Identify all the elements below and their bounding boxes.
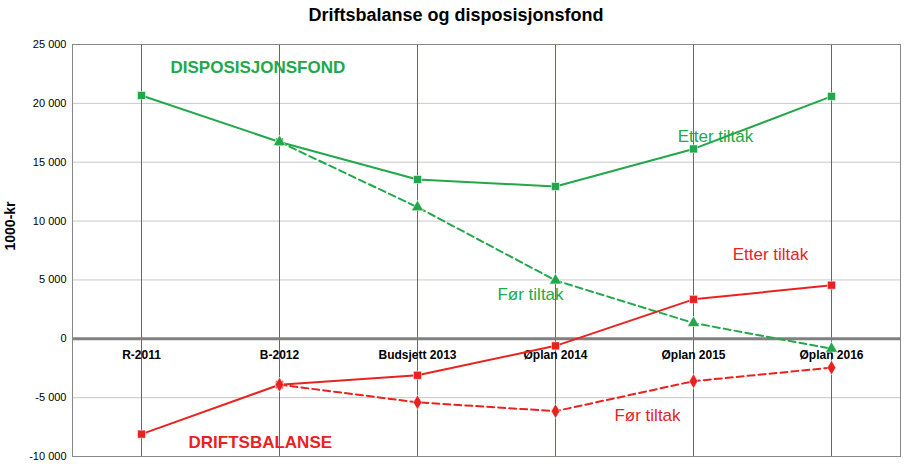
- svg-text:Øplan 2016: Øplan 2016: [799, 347, 864, 362]
- svg-text:Før tiltak: Før tiltak: [614, 406, 681, 425]
- svg-text:10 000: 10 000: [33, 215, 67, 227]
- svg-text:Øplan 2015: Øplan 2015: [661, 348, 725, 362]
- svg-text:DRIFTSBALANSE: DRIFTSBALANSE: [189, 433, 333, 452]
- svg-text:B-2012: B-2012: [260, 348, 300, 362]
- svg-text:-10 000: -10 000: [29, 450, 66, 462]
- svg-text:DISPOSISJONSFOND: DISPOSISJONSFOND: [171, 58, 346, 77]
- svg-text:Øplan 2014: Øplan 2014: [523, 347, 588, 362]
- svg-text:25 000: 25 000: [33, 38, 67, 50]
- svg-text:Etter tiltak: Etter tiltak: [733, 245, 809, 264]
- svg-text:Etter tiltak: Etter tiltak: [678, 127, 754, 146]
- svg-text:-5 000: -5 000: [35, 391, 66, 403]
- svg-text:R-2011: R-2011: [122, 348, 161, 362]
- svg-text:Budsjett 2013: Budsjett 2013: [378, 348, 456, 362]
- svg-text:15 000: 15 000: [33, 156, 67, 168]
- svg-text:0: 0: [60, 332, 66, 344]
- svg-text:Før tiltak: Før tiltak: [497, 284, 564, 303]
- svg-text:5 000: 5 000: [39, 273, 67, 285]
- svg-text:20 000: 20 000: [33, 97, 67, 109]
- html-text:Driftsbalanse og disposisjonsf: Driftsbalanse og disposisjonsfond: [308, 5, 604, 25]
- svg-text:1000-kr: 1000-kr: [2, 201, 18, 251]
